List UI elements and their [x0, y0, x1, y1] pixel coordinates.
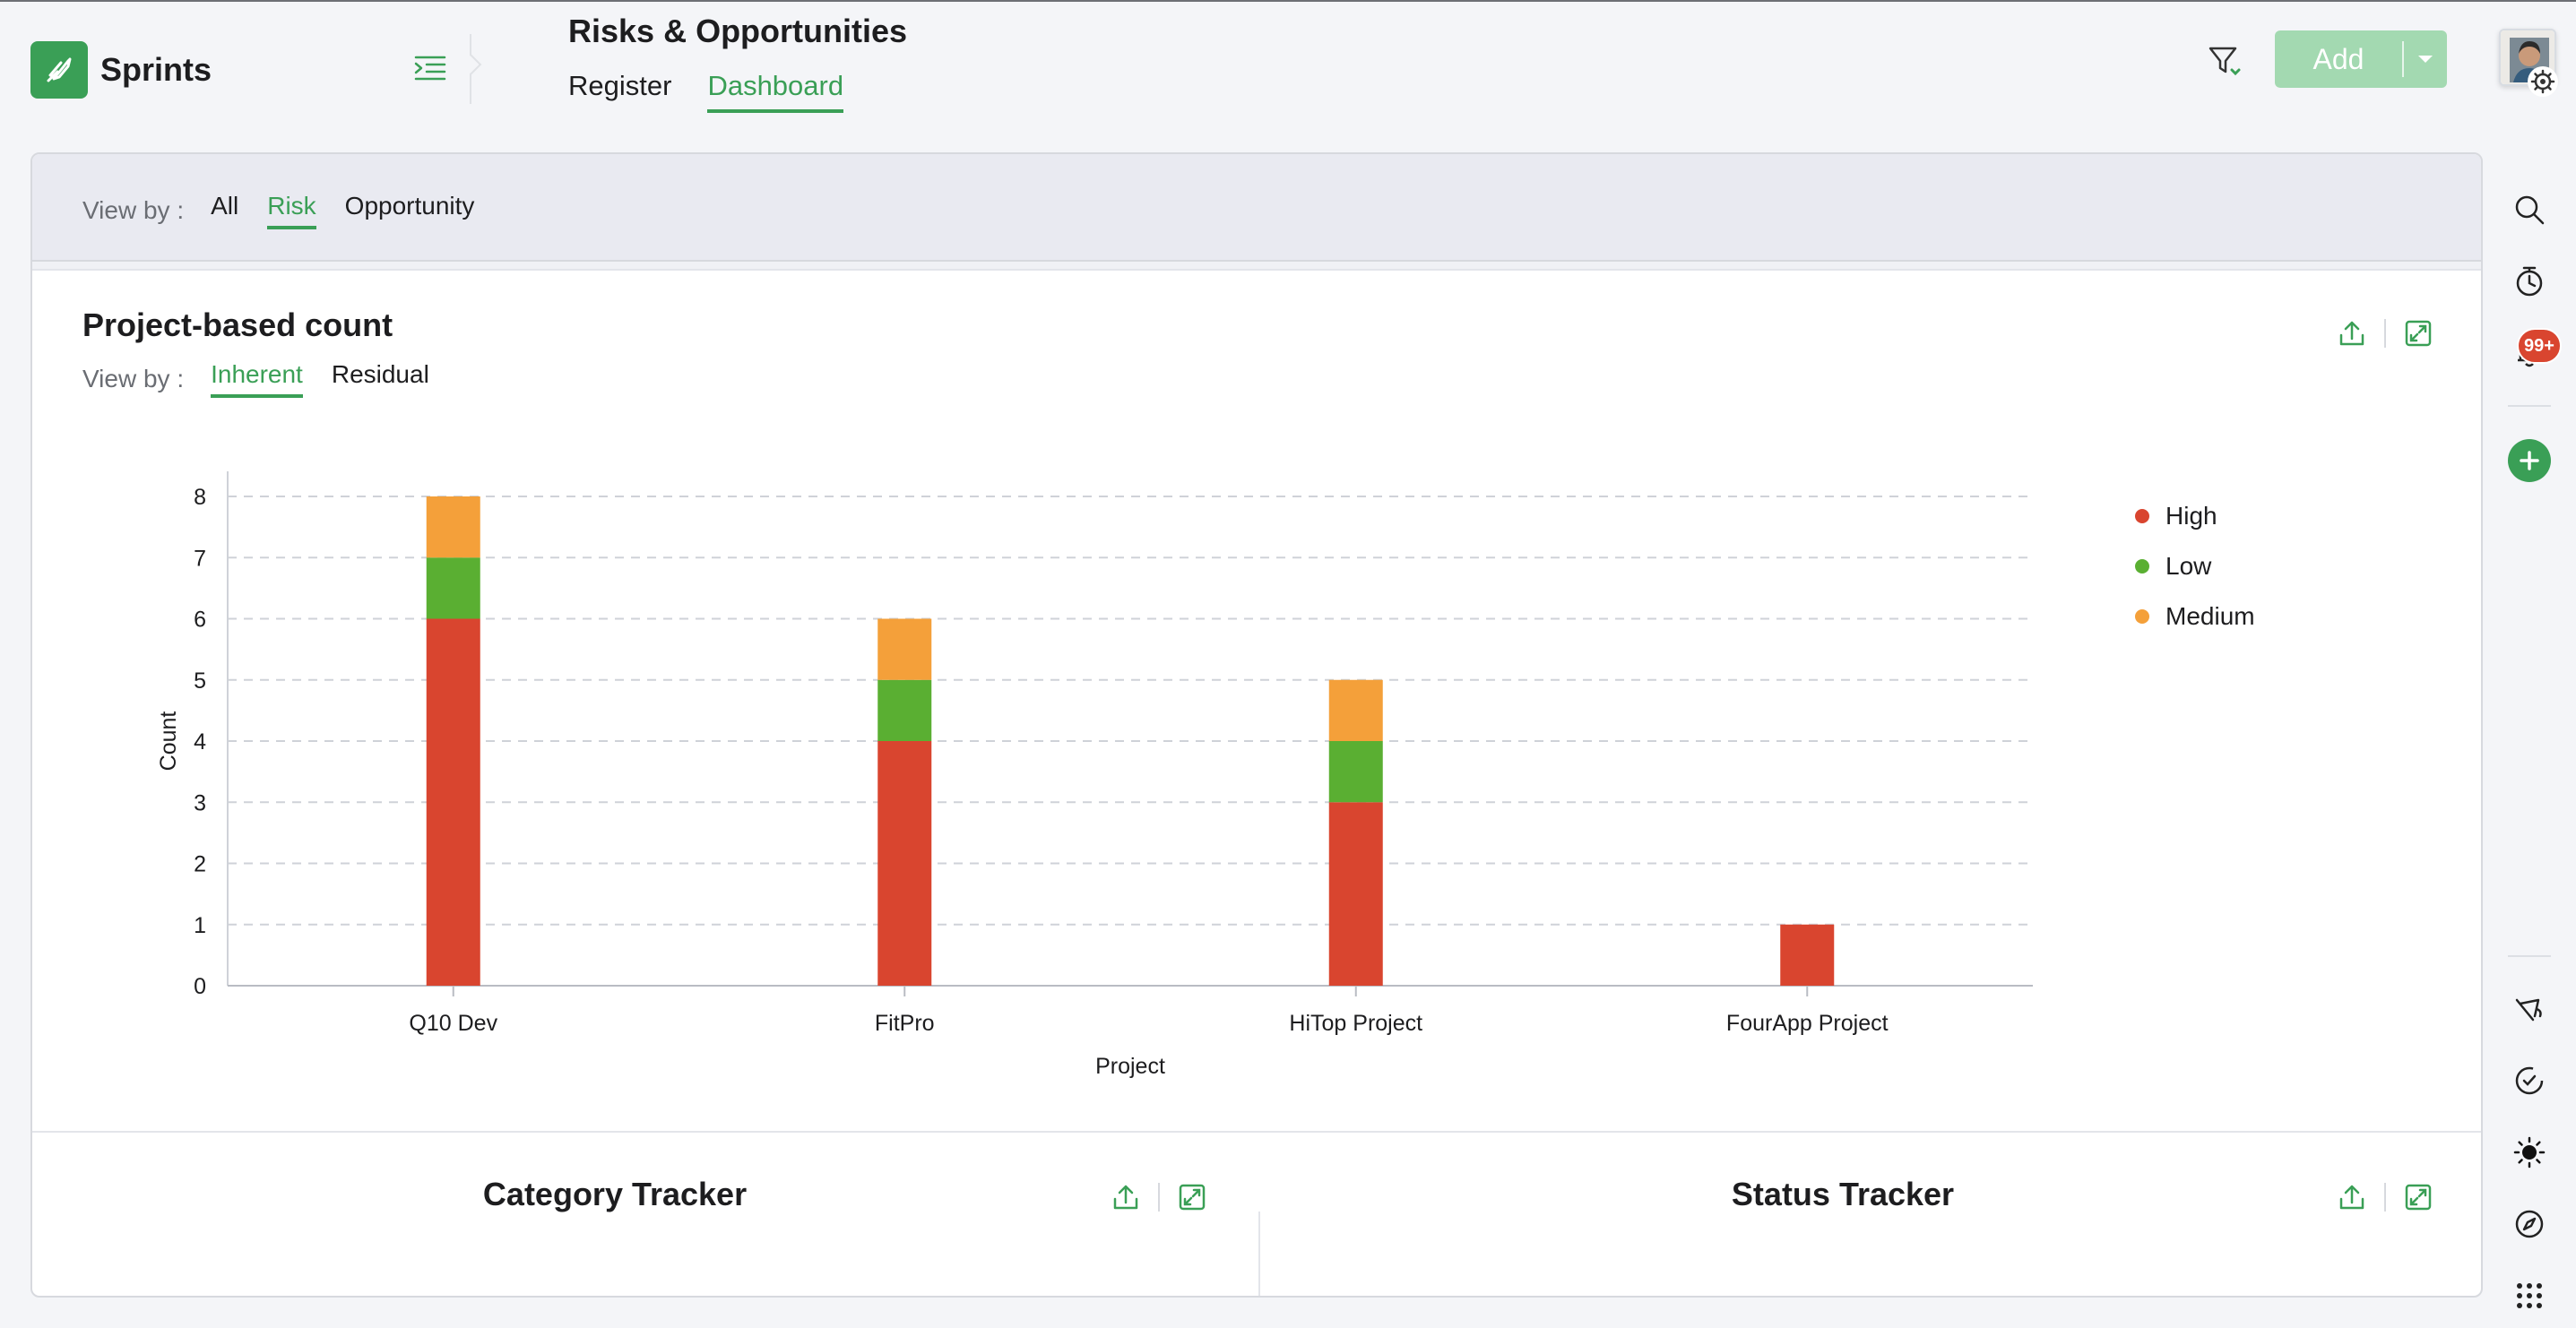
y-tick-label: 4 [194, 729, 206, 755]
status-tracker-actions [2334, 1179, 2436, 1215]
y-tick-label: 7 [194, 546, 206, 571]
project-count-chart: 0 1 2 3 4 5 6 7 8 Q10 Dev FitPro HiTop Project FourA… [156, 471, 2033, 1079]
legend-label: Medium [2165, 602, 2255, 630]
search-icon[interactable] [2511, 192, 2547, 228]
category-actions-separator [1158, 1183, 1160, 1212]
chart-legend: High Low Medium [2135, 491, 2255, 642]
add-button-divider [2402, 41, 2404, 77]
view-by-filter: View by : All Risk Opportunity [82, 192, 503, 229]
sprints-logo-icon [30, 41, 88, 99]
y-tick-label: 1 [194, 913, 206, 938]
bar-segment-high [426, 618, 480, 986]
project-chart-actions [2334, 315, 2436, 351]
status-export-icon[interactable] [2334, 1179, 2370, 1215]
category-tracker-title: Category Tracker [482, 1176, 748, 1212]
chart-view-by-label: View by : [82, 365, 185, 392]
window-top-border [0, 0, 2576, 2]
legend-swatch [2135, 559, 2149, 573]
category-export-icon[interactable] [1108, 1179, 1144, 1215]
tab-register[interactable]: Register [568, 70, 672, 101]
header-separator-chevron [461, 54, 482, 75]
quick-add-icon[interactable] [2508, 439, 2551, 482]
collapse-sidebar-icon[interactable] [412, 50, 448, 86]
x-tick-label: FourApp Project [1726, 1011, 1889, 1036]
rail-separator-bottom [2508, 955, 2551, 957]
timer-icon[interactable] [2511, 263, 2547, 299]
export-icon[interactable] [2334, 315, 2370, 351]
bar-segment-medium [426, 496, 480, 558]
status-tracker-title: Status Tracker [1731, 1176, 1955, 1212]
filter-icon[interactable] [2203, 39, 2246, 82]
page-tabs: Register Dashboard [568, 70, 844, 113]
chart-view-by-filter: View by : Inherent Residual [82, 360, 458, 398]
brand[interactable]: Sprints [30, 41, 212, 99]
x-tick-label: FitPro [875, 1011, 935, 1036]
y-tick-label: 0 [194, 974, 206, 999]
x-axis-title: Project [1095, 1054, 1165, 1079]
x-tick-label: Q10 Dev [409, 1011, 497, 1036]
bar-segment-high [877, 741, 932, 986]
rail-separator [2508, 405, 2551, 407]
bar-segment-low [877, 679, 932, 741]
y-tick-label: 2 [194, 852, 206, 877]
settings-gear-icon[interactable] [2528, 66, 2558, 97]
tab-dashboard[interactable]: Dashboard [707, 70, 844, 113]
legend-item-high[interactable]: High [2135, 491, 2255, 541]
view-by-residual[interactable]: Residual [331, 360, 429, 388]
view-by-label: View by : [82, 196, 185, 224]
view-by-risk[interactable]: Risk [267, 192, 316, 229]
theme-sun-icon[interactable] [2511, 1134, 2547, 1170]
bottom-cards-separator [1258, 1212, 1260, 1296]
app-grid-icon[interactable] [2511, 1278, 2547, 1314]
section-divider [32, 262, 2481, 271]
category-expand-icon[interactable] [1174, 1179, 1210, 1215]
bar-segment-high [1780, 924, 1835, 986]
y-tick-label: 3 [194, 790, 206, 815]
view-by-inherent[interactable]: Inherent [211, 360, 303, 398]
legend-swatch [2135, 609, 2149, 624]
add-button-label: Add [2312, 42, 2364, 75]
bar-segment-low [1328, 741, 1383, 803]
y-axis-title: Count [156, 711, 181, 772]
bar-segment-medium [877, 618, 932, 680]
notification-badge: 99+ [2517, 328, 2562, 364]
status-actions-separator [2384, 1183, 2386, 1212]
sprint-progress-icon[interactable] [2511, 1063, 2547, 1099]
compass-icon[interactable] [2511, 1206, 2547, 1242]
expand-icon[interactable] [2400, 315, 2436, 351]
legend-label: High [2165, 502, 2217, 530]
view-by-opportunity[interactable]: Opportunity [344, 192, 475, 220]
legend-swatch [2135, 509, 2149, 523]
add-dropdown-caret-icon[interactable] [2404, 54, 2447, 65]
category-tracker-actions [1108, 1179, 1210, 1215]
legend-label: Low [2165, 552, 2212, 580]
actions-separator [2384, 319, 2386, 348]
dashboard-panel: View by : All Risk Opportunity Project-b… [30, 152, 2483, 1298]
bar-segment-low [426, 557, 480, 619]
view-by-all[interactable]: All [211, 192, 239, 220]
legend-item-low[interactable]: Low [2135, 541, 2255, 591]
y-tick-label: 8 [194, 485, 206, 510]
app-name: Sprints [100, 51, 212, 88]
project-chart-title: Project-based count [82, 306, 393, 343]
x-tick-label: HiTop Project [1289, 1011, 1422, 1036]
y-tick-label: 5 [194, 668, 206, 694]
page-title: Risks & Opportunities [568, 13, 908, 49]
bottom-section-divider [32, 1131, 2481, 1133]
add-button[interactable]: Add [2275, 30, 2447, 88]
y-tick-label: 6 [194, 608, 206, 633]
legend-item-medium[interactable]: Medium [2135, 591, 2255, 642]
status-expand-icon[interactable] [2400, 1179, 2436, 1215]
announcement-icon[interactable] [2511, 991, 2547, 1027]
bar-segment-high [1328, 802, 1383, 986]
view-by-bar: View by : All Risk Opportunity [32, 154, 2481, 262]
bar-segment-medium [1328, 679, 1383, 741]
